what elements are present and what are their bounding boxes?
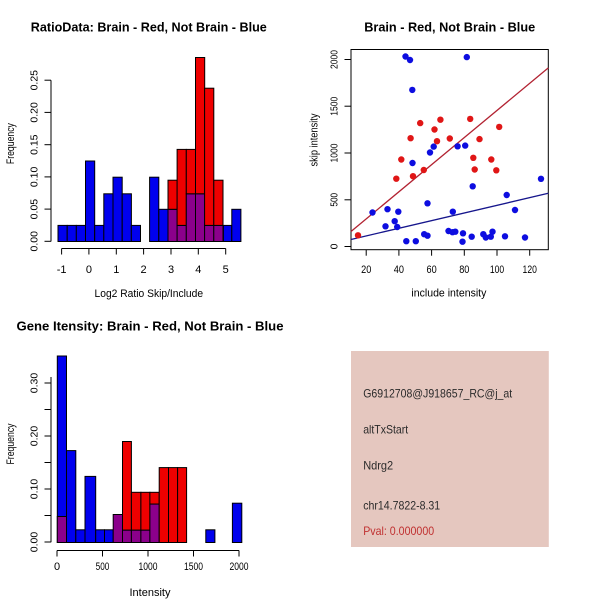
svg-text:120: 120 [523,264,537,276]
svg-text:0: 0 [54,561,60,573]
svg-text:altTxStart: altTxStart [363,423,409,437]
svg-text:1: 1 [113,264,119,276]
svg-text:3: 3 [168,264,174,276]
svg-text:G6912708@J918657_RC@j_at: G6912708@J918657_RC@j_at [363,386,513,400]
svg-text:2000: 2000 [230,561,249,573]
svg-text:0.05: 0.05 [29,199,41,220]
svg-text:0.30: 0.30 [29,373,41,394]
svg-text:1000: 1000 [329,143,341,162]
svg-text:5: 5 [223,264,229,276]
svg-text:1500: 1500 [184,561,203,573]
svg-text:500: 500 [96,561,110,573]
svg-text:0.15: 0.15 [29,134,41,155]
svg-text:60: 60 [427,264,437,276]
svg-text:Intensity: Intensity [130,587,171,599]
svg-text:0.10: 0.10 [29,167,41,188]
svg-text:skip intensity: skip intensity [309,113,321,166]
svg-text:-1: -1 [57,264,67,276]
svg-text:Brain - Red, Not Brain - Blue: Brain - Red, Not Brain - Blue [364,20,535,35]
svg-text:0.10: 0.10 [29,479,41,500]
svg-text:20: 20 [361,264,371,276]
svg-text:1500: 1500 [329,97,341,116]
svg-text:0: 0 [329,243,341,249]
svg-text:500: 500 [329,193,341,207]
svg-text:Ndrg2: Ndrg2 [363,458,393,472]
svg-text:0.25: 0.25 [29,70,41,91]
svg-text:0.00: 0.00 [29,231,41,252]
svg-text:0.00: 0.00 [29,532,41,553]
svg-text:Gene Itensity: Brain - Red, No: Gene Itensity: Brain - Red, Not Brain - … [17,319,284,334]
svg-text:include intensity: include intensity [411,288,486,300]
svg-text:0.20: 0.20 [29,102,41,123]
svg-text:100: 100 [490,264,504,276]
svg-text:RatioData: Brain - Red, Not Br: RatioData: Brain - Red, Not Brain - Blue [31,20,267,35]
svg-text:Frequency: Frequency [5,423,17,464]
svg-text:0: 0 [86,264,92,276]
svg-text:40: 40 [394,264,404,276]
svg-text:1000: 1000 [139,561,158,573]
svg-text:2000: 2000 [329,50,341,69]
svg-text:2: 2 [141,264,147,276]
svg-text:80: 80 [459,264,469,276]
svg-text:0.20: 0.20 [29,426,41,447]
svg-text:4: 4 [195,264,201,276]
svg-text:Pval: 0.000000: Pval: 0.000000 [363,524,434,538]
svg-text:Log2 Ratio Skip/Include: Log2 Ratio Skip/Include [95,288,204,300]
svg-text:Frequency: Frequency [5,123,17,164]
svg-text:chr14.7822-8.31: chr14.7822-8.31 [363,499,440,513]
